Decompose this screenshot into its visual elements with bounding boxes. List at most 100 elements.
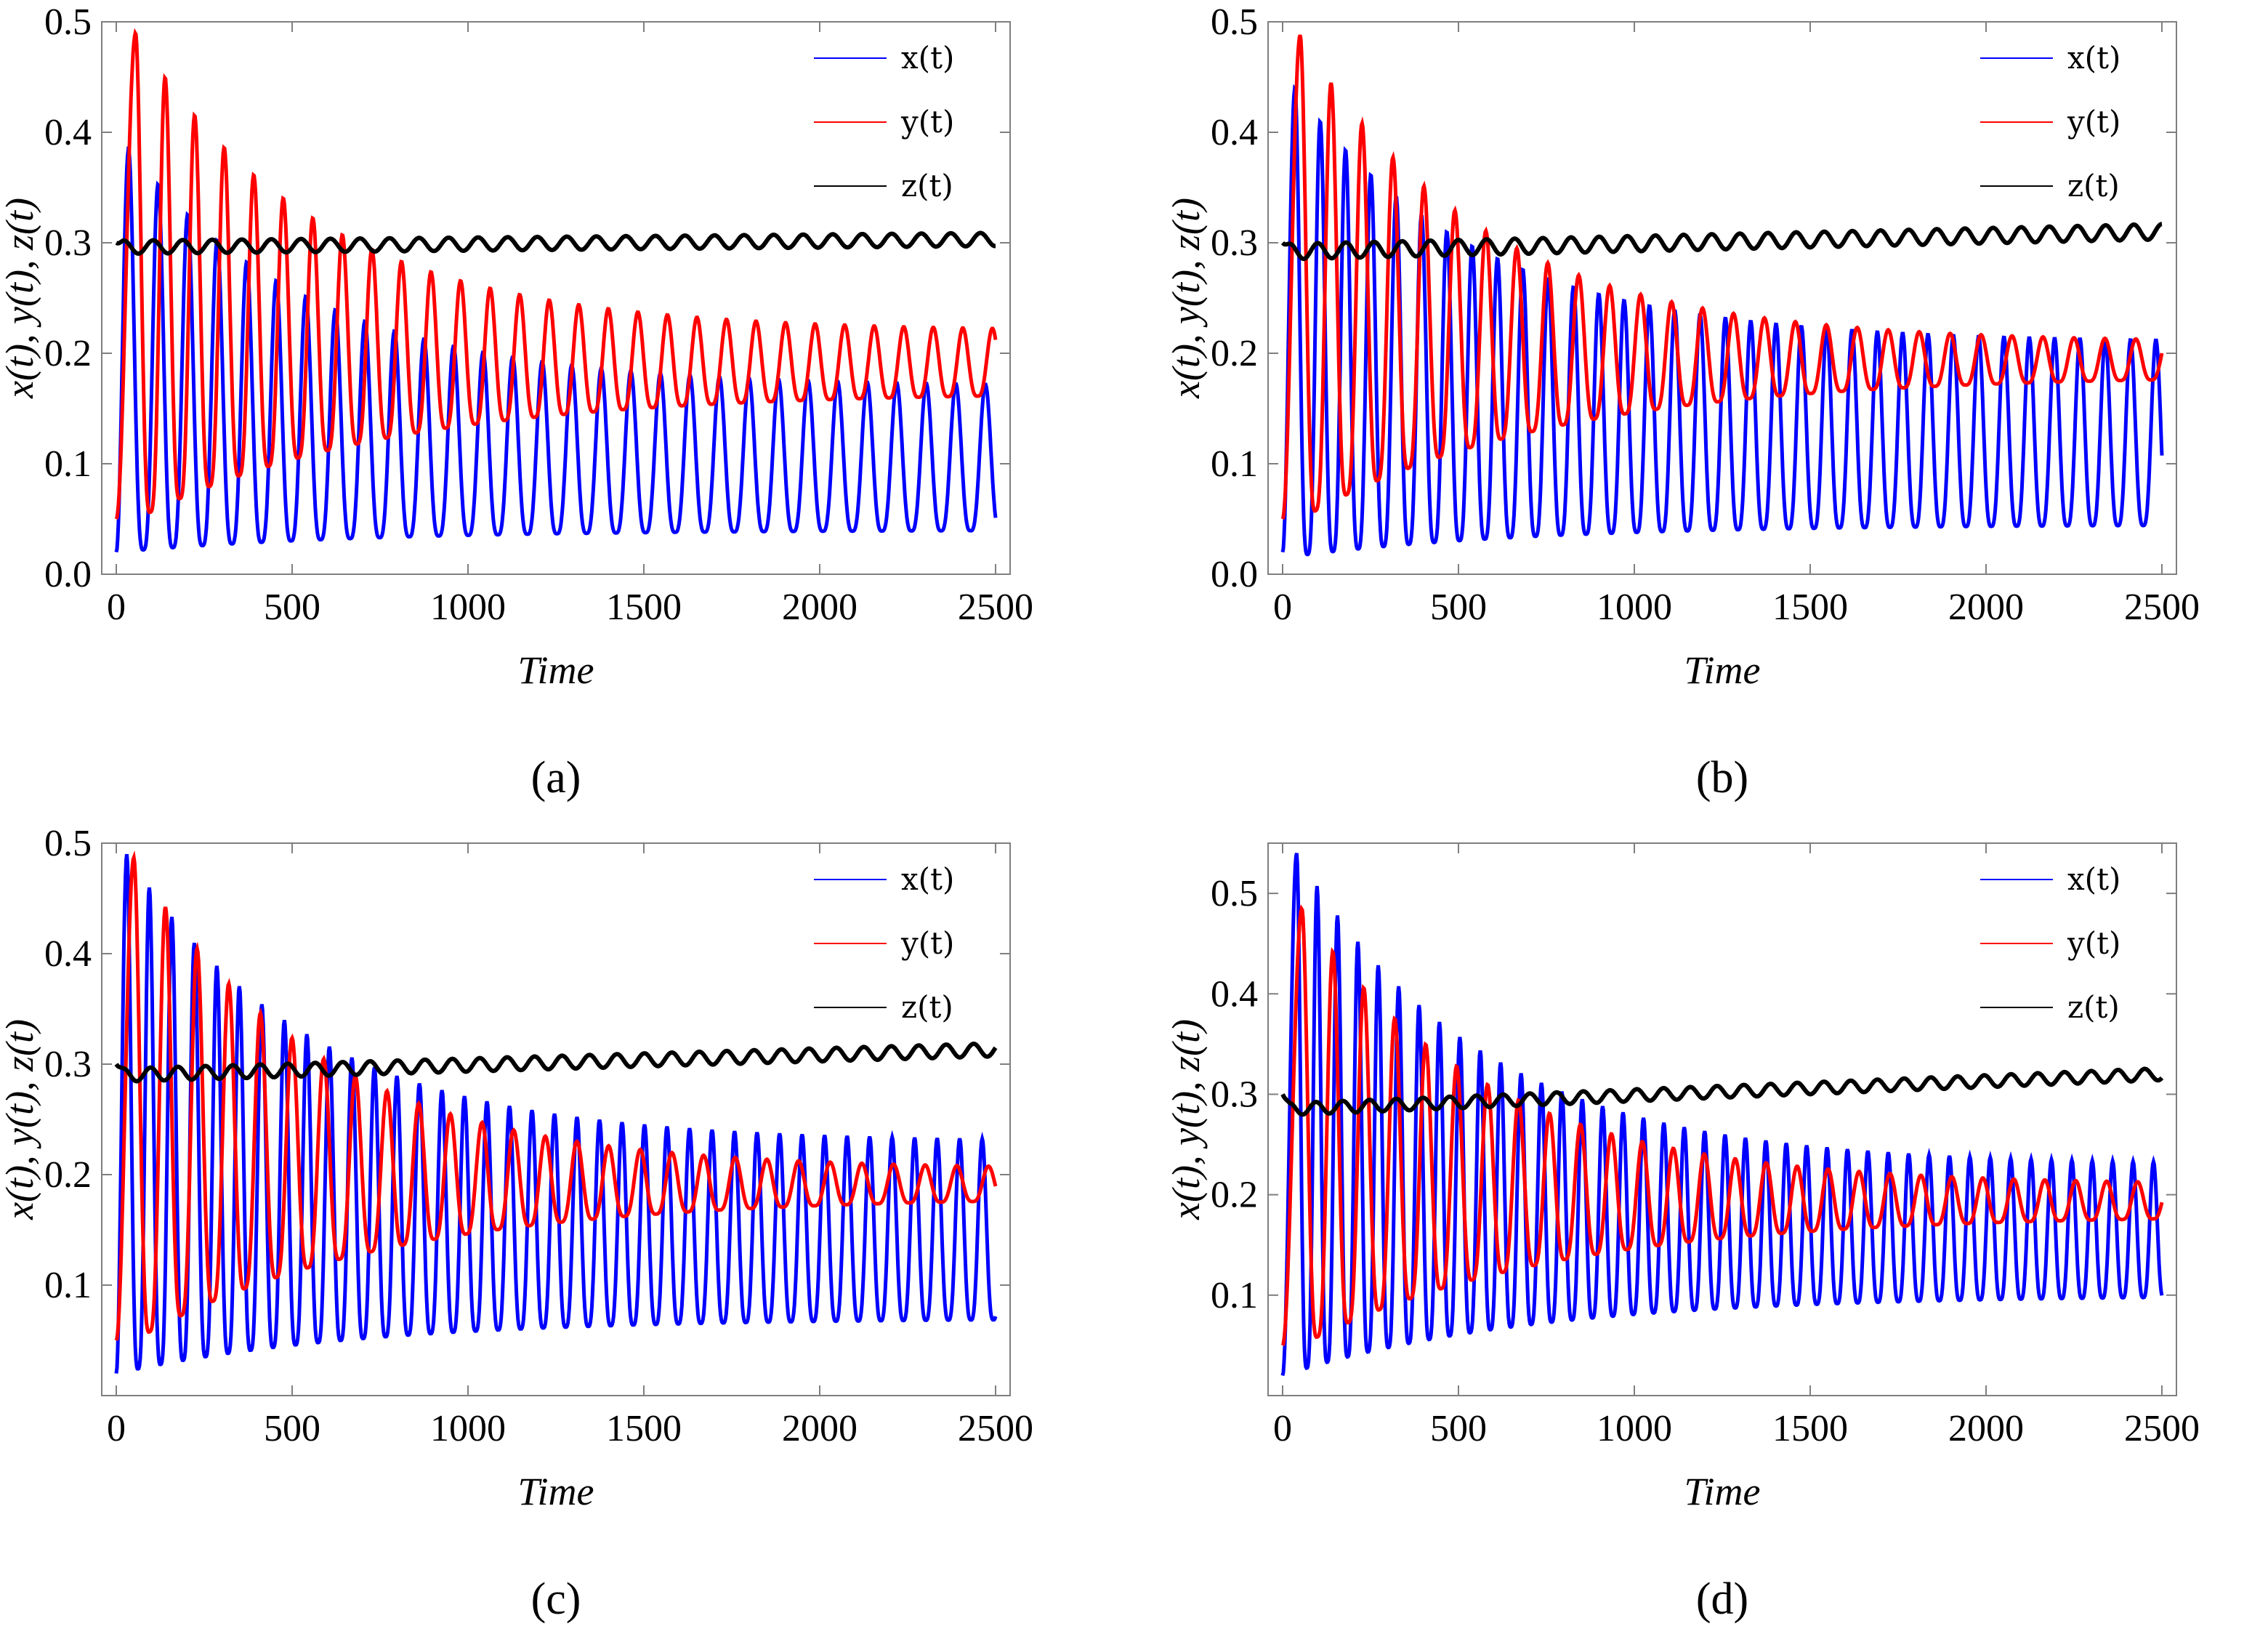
chart-panel-a: 0 500 1000 1500 2000 2500 0.0 0.1 0.2 0.3 0.4 0.5 T…	[0, 1, 1033, 802]
y-axis-title: x(t), y(t), z(t)	[1164, 1019, 1208, 1220]
x-axis-title: Time	[1684, 648, 1760, 692]
y-tick-label: 0.3	[1211, 1074, 1258, 1115]
plot-frame	[1267, 842, 2177, 1396]
x-tick-label: 1500	[606, 587, 682, 628]
series-line-xt	[1280, 853, 2164, 1376]
y-tick-label: 0.5	[44, 823, 92, 864]
x-tick-label: 2000	[782, 1408, 857, 1449]
series-lines	[1280, 853, 2164, 1376]
legend-label: x(t)	[901, 40, 954, 76]
y-tick-label: 0.3	[44, 1044, 92, 1085]
series-lines	[114, 850, 998, 1374]
x-axis-title: Time	[517, 1470, 594, 1513]
plot-frame	[101, 842, 1011, 1396]
axis-ticks: 0 500 1000 1500 2000 2500 0.0 0.1 0.2 0.3 0.4 0.5	[1211, 1, 2200, 628]
x-tick-label: 0	[107, 587, 126, 628]
x-tick-label: 500	[1430, 1408, 1487, 1449]
y-tick-label: 0.4	[1211, 973, 1258, 1015]
x-tick-label: 2500	[2124, 1408, 2200, 1449]
y-tick-label: 0.2	[1211, 333, 1258, 374]
x-tick-label: 2000	[1948, 1408, 2024, 1449]
legend-label: y(t)	[900, 925, 954, 961]
y-tick-label: 0.2	[44, 333, 92, 374]
series-line-zt	[114, 1041, 998, 1084]
x-tick-label: 1000	[430, 1408, 506, 1449]
y-tick-label: 0.4	[1211, 112, 1258, 153]
legend-label: x(t)	[2067, 861, 2120, 897]
y-axis-title: x(t), y(t), z(t)	[1164, 198, 1208, 399]
legend-label: y(t)	[900, 104, 954, 140]
x-tick-label: 500	[264, 1408, 320, 1449]
x-tick-label: 2500	[2124, 587, 2200, 628]
y-tick-label: 0.5	[1211, 873, 1258, 914]
series-line-zt	[1280, 222, 2163, 262]
y-tick-label: 0.5	[44, 1, 92, 43]
series-line-yt	[114, 850, 998, 1341]
y-tick-label: 0.0	[44, 554, 92, 595]
x-tick-label: 1000	[1597, 587, 1672, 628]
series-line-xt	[114, 853, 998, 1374]
chart-panel-d: 0 500 1000 1500 2000 2500 0.1 0.2 0.3 0.4 0.5 Time…	[1164, 842, 2200, 1624]
axis-ticks: 0 500 1000 1500 2000 2500 0.0 0.1 0.2 0.3 0.4 0.5	[44, 1, 1033, 628]
x-axis-title: Time	[1684, 1470, 1760, 1513]
legend-label: x(t)	[901, 861, 954, 897]
chart-panel-c: 0 500 1000 1500 2000 2500 0.1 0.2 0.3 0.4 0.5 Time…	[0, 823, 1033, 1624]
legend-label: z(t)	[901, 168, 953, 204]
x-tick-label: 0	[1273, 587, 1292, 628]
y-tick-label: 0.5	[1211, 1, 1258, 43]
series-lines	[1280, 34, 2164, 557]
series-line-xt	[1280, 84, 2164, 557]
legend-label: z(t)	[901, 989, 953, 1025]
legend: x(t) y(t) z(t)	[1980, 40, 2120, 204]
x-tick-label: 500	[1430, 587, 1487, 628]
legend: x(t) y(t) z(t)	[814, 861, 954, 1025]
x-tick-label: 2000	[1948, 587, 2024, 628]
y-tick-label: 0.4	[44, 933, 92, 975]
legend-label: y(t)	[2067, 104, 2120, 140]
x-tick-label: 1500	[1772, 1408, 1848, 1449]
series-line-xt	[114, 145, 998, 553]
x-tick-label: 1500	[1772, 587, 1848, 628]
legend: x(t) y(t) z(t)	[1980, 861, 2120, 1025]
y-tick-label: 0.0	[1211, 554, 1258, 595]
legend: x(t) y(t) z(t)	[814, 40, 954, 204]
y-tick-label: 0.1	[1211, 1275, 1258, 1316]
series-line-yt	[1280, 904, 2164, 1347]
x-tick-label: 1500	[606, 1408, 682, 1449]
legend-label: x(t)	[2067, 40, 2120, 76]
y-tick-label: 0.1	[44, 443, 92, 485]
x-tick-label: 1000	[430, 587, 506, 628]
x-tick-label: 0	[107, 1408, 126, 1449]
plot-frame	[1267, 21, 2177, 575]
series-lines	[114, 28, 998, 553]
panel-label: (a)	[531, 753, 581, 802]
plot-frame	[101, 21, 1011, 575]
legend-label: z(t)	[2067, 168, 2120, 204]
x-tick-label: 2500	[958, 1408, 1033, 1449]
legend-label: z(t)	[2067, 989, 2120, 1025]
panel-label: (b)	[1696, 753, 1748, 802]
series-line-zt	[115, 230, 996, 256]
y-tick-label: 0.4	[44, 112, 92, 153]
y-axis-title: x(t), y(t), z(t)	[0, 198, 41, 399]
chart-panel-b: 0 500 1000 1500 2000 2500 0.0 0.1 0.2 0.3 0.4 0.5 T…	[1164, 1, 2200, 802]
panel-label: (d)	[1696, 1574, 1748, 1624]
y-tick-label: 0.1	[44, 1265, 92, 1306]
y-axis-title: x(t), y(t), z(t)	[0, 1019, 41, 1220]
y-tick-label: 0.2	[1211, 1175, 1258, 1216]
axis-ticks: 0 500 1000 1500 2000 2500 0.1 0.2 0.3 0.4 0.5	[1211, 843, 2200, 1449]
y-tick-label: 0.3	[1211, 222, 1258, 264]
x-tick-label: 0	[1273, 1408, 1292, 1449]
series-line-yt	[1280, 34, 2164, 520]
y-tick-label: 0.3	[44, 222, 92, 264]
y-tick-label: 0.1	[1211, 443, 1258, 485]
x-tick-label: 1000	[1597, 1408, 1672, 1449]
panel-label: (c)	[531, 1574, 581, 1624]
axis-ticks: 0 500 1000 1500 2000 2500 0.1 0.2 0.3 0.4 0.5	[44, 823, 1033, 1449]
x-tick-label: 2000	[782, 587, 857, 628]
y-tick-label: 0.2	[44, 1154, 92, 1196]
series-line-zt	[1280, 1066, 2164, 1117]
legend-label: y(t)	[2067, 925, 2120, 961]
x-tick-label: 500	[264, 587, 320, 628]
